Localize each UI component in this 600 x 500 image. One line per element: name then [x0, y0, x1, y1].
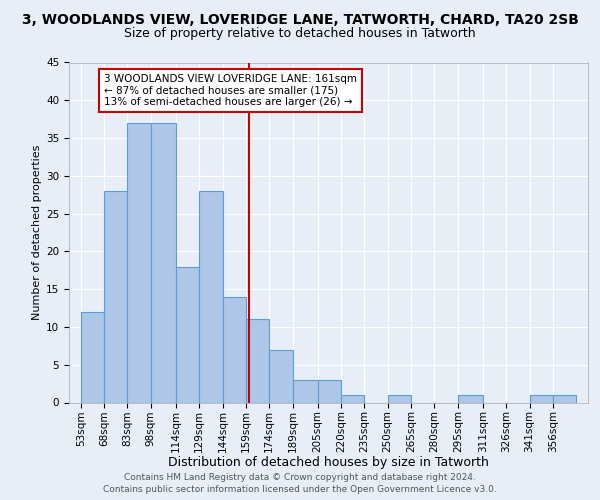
Bar [223, 296, 246, 403]
Bar [104, 191, 127, 402]
Bar [246, 320, 269, 402]
Bar [553, 395, 577, 402]
Text: Size of property relative to detached houses in Tatworth: Size of property relative to detached ho… [124, 28, 476, 40]
Bar [127, 123, 151, 402]
Bar [530, 395, 553, 402]
Text: Contains HM Land Registry data © Crown copyright and database right 2024.: Contains HM Land Registry data © Crown c… [124, 472, 476, 482]
Y-axis label: Number of detached properties: Number of detached properties [32, 145, 42, 320]
Bar [199, 191, 223, 402]
Text: 3, WOODLANDS VIEW, LOVERIDGE LANE, TATWORTH, CHARD, TA20 2SB: 3, WOODLANDS VIEW, LOVERIDGE LANE, TATWO… [22, 12, 578, 26]
Bar [80, 312, 104, 402]
Text: 3 WOODLANDS VIEW LOVERIDGE LANE: 161sqm
← 87% of detached houses are smaller (17: 3 WOODLANDS VIEW LOVERIDGE LANE: 161sqm … [104, 74, 357, 107]
Text: Contains public sector information licensed under the Open Government Licence v3: Contains public sector information licen… [103, 485, 497, 494]
Bar [293, 380, 317, 402]
Bar [458, 395, 483, 402]
Bar [388, 395, 411, 402]
X-axis label: Distribution of detached houses by size in Tatworth: Distribution of detached houses by size … [168, 456, 489, 469]
Bar [269, 350, 293, 403]
Bar [341, 395, 364, 402]
Bar [151, 123, 176, 402]
Bar [317, 380, 341, 402]
Bar [176, 266, 199, 402]
